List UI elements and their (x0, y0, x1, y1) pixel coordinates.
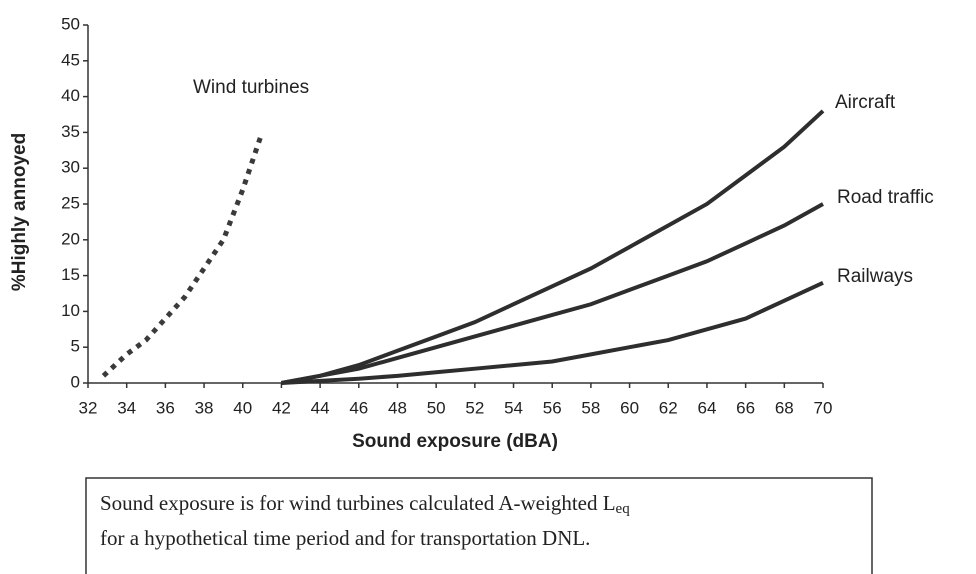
caption-line: for a hypothetical time period and for t… (100, 526, 590, 550)
caption-line: Sound exposure is for wind turbines calc… (100, 491, 630, 518)
x-tick-label: 32 (79, 398, 98, 417)
series-label: Aircraft (835, 92, 896, 113)
series-line (281, 280, 824, 385)
caption-text: Sound exposure is for wind turbines calc… (100, 491, 616, 515)
y-tick-label: 45 (61, 50, 80, 69)
y-tick-label: 20 (61, 229, 80, 248)
y-tick-label: 25 (61, 193, 80, 212)
y-axis-title: %Highly annoyed (9, 133, 30, 291)
x-tick-label: 54 (504, 398, 523, 417)
x-tick-label: 56 (543, 398, 562, 417)
y-tick-label: 15 (61, 265, 80, 284)
x-axis-title: Sound exposure (dBA) (352, 431, 558, 452)
y-tick-label: 40 (61, 86, 80, 105)
x-tick-label: 48 (388, 398, 407, 417)
y-tick-label: 50 (61, 14, 80, 33)
y-tick-label: 30 (61, 158, 80, 177)
x-tick-label: 62 (659, 398, 678, 417)
series-label: Railways (837, 266, 913, 287)
x-tick-label: 38 (195, 398, 214, 417)
y-tick-label: 0 (71, 372, 80, 391)
x-tick-label: 42 (272, 398, 291, 417)
x-tick-label: 64 (697, 398, 716, 417)
x-tick-label: 50 (427, 398, 446, 417)
y-tick-label: 35 (61, 122, 80, 141)
x-tick-label: 66 (736, 398, 755, 417)
caption-subscript: eq (616, 501, 631, 517)
x-tick-label: 70 (814, 398, 833, 417)
x-tick-label: 40 (233, 398, 252, 417)
series-line (101, 131, 265, 378)
x-tick-label: 60 (620, 398, 639, 417)
y-tick-label: 5 (71, 337, 80, 356)
x-tick-label: 36 (156, 398, 175, 417)
x-tick-label: 34 (117, 398, 136, 417)
x-tick-label: 58 (581, 398, 600, 417)
series-label: Wind turbines (193, 77, 309, 98)
x-tick-label: 52 (465, 398, 484, 417)
caption-box (85, 477, 873, 574)
series-line (281, 202, 824, 385)
x-tick-label: 46 (349, 398, 368, 417)
series-line (281, 109, 825, 385)
x-tick-label: 44 (311, 398, 330, 417)
y-tick-label: 10 (61, 301, 80, 320)
x-tick-label: 68 (775, 398, 794, 417)
series-label: Road traffic (837, 187, 934, 208)
